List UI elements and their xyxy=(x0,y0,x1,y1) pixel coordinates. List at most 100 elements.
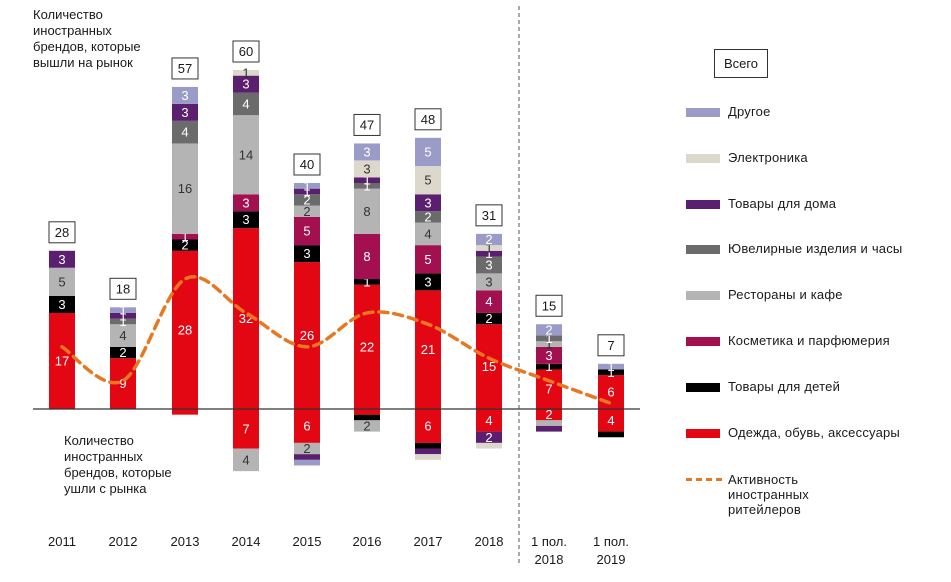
exit-bar-clothing-9 xyxy=(598,409,624,432)
bar-label-kids-7: 2 xyxy=(485,311,492,326)
exit-bar-electronics-6 xyxy=(415,454,441,460)
bar-label-electronics-5: 3 xyxy=(363,161,370,176)
bar-label-kids-9: 1 xyxy=(607,365,614,380)
bar-other-4 xyxy=(294,183,320,189)
bar-label-other-2: 3 xyxy=(181,88,188,103)
exit-bar-home-4 xyxy=(294,454,320,460)
bar-label-jewelry-6: 2 xyxy=(424,209,431,224)
legend-swatch-electronics xyxy=(686,154,720,163)
bar-label-restaurants-0: 5 xyxy=(58,274,65,289)
x-tick-label-1: 2012 xyxy=(109,534,138,549)
bar-label-kids-8: 1 xyxy=(545,359,552,374)
x-tick-label-3: 2014 xyxy=(232,534,261,549)
bar-clothing-5 xyxy=(354,284,380,409)
bar-label-kids-0: 3 xyxy=(58,297,65,312)
exit-bar-clothing-6 xyxy=(415,409,441,443)
bar-kids-0 xyxy=(49,296,75,313)
bar-cosmetics-6 xyxy=(415,245,441,274)
x-tick-label-8: 1 пол. 2018 xyxy=(531,534,567,567)
bar-label-restaurants-4: 2 xyxy=(303,204,310,219)
bar-label-kids-5: 1 xyxy=(363,274,370,289)
bar-label-jewelry-4: 2 xyxy=(303,192,310,207)
exit-bar-kids-9 xyxy=(598,431,624,438)
exit-label-home-7: 2 xyxy=(485,430,492,445)
bar-label-electronics-7: 1 xyxy=(485,240,492,255)
bar-restaurants-0 xyxy=(49,267,75,296)
bar-label-clothing-5: 22 xyxy=(360,339,374,354)
bar-clothing-0 xyxy=(49,312,75,409)
bar-home-1 xyxy=(110,312,136,319)
bar-other-5 xyxy=(354,143,380,161)
bar-clothing-8 xyxy=(536,369,562,409)
bar-cosmetics-8 xyxy=(536,346,562,364)
bar-label-jewelry-2: 4 xyxy=(181,125,188,140)
bar-kids-9 xyxy=(598,369,624,376)
bar-restaurants-3 xyxy=(233,115,259,195)
bar-label-restaurants-6: 4 xyxy=(424,226,431,241)
total-box-4 xyxy=(293,153,321,176)
legend-swatch-restaurants xyxy=(686,291,720,300)
exit-bar-kids-5 xyxy=(354,414,380,421)
bar-label-restaurants-5: 8 xyxy=(363,204,370,219)
bar-jewelry-1 xyxy=(110,318,136,325)
bar-electronics-7 xyxy=(476,245,502,251)
exit-bar-home-8 xyxy=(536,425,562,432)
bar-label-kids-2: 2 xyxy=(181,238,188,253)
bar-home-4 xyxy=(294,188,320,195)
exit-bar-electronics-7 xyxy=(476,442,502,449)
bar-jewelry-6 xyxy=(415,211,441,223)
bar-electronics-3 xyxy=(233,70,259,76)
exit-bar-clothing-5 xyxy=(354,409,380,415)
bar-restaurants-2 xyxy=(172,143,198,234)
bar-label-home-1: 1 xyxy=(119,308,126,323)
legend-swatch-cosmetics xyxy=(686,337,720,346)
bar-electronics-6 xyxy=(415,166,441,195)
bar-label-other-5: 3 xyxy=(363,144,370,159)
legend-label-restaurants: Рестораны и кафе xyxy=(728,287,843,302)
bar-kids-4 xyxy=(294,245,320,263)
legend-label-kids: Товары для детей xyxy=(728,379,841,394)
bar-label-restaurants-7: 3 xyxy=(485,274,492,289)
bar-label-clothing-2: 28 xyxy=(178,322,192,337)
exit-bar-kids-6 xyxy=(415,442,441,449)
total-box-6 xyxy=(414,108,442,131)
bar-label-clothing-6: 21 xyxy=(421,342,435,357)
bar-cosmetics-3 xyxy=(233,194,259,212)
legend-swatch-jewelry xyxy=(686,245,720,254)
bar-label-kids-3: 3 xyxy=(242,212,249,227)
bar-label-kids-4: 3 xyxy=(303,246,310,261)
exit-bar-other-4 xyxy=(294,459,320,466)
exit-label-restaurants-3: 4 xyxy=(242,452,249,467)
bar-kids-6 xyxy=(415,273,441,291)
activity-line xyxy=(60,275,613,406)
bar-label-home-2: 3 xyxy=(181,105,188,120)
bar-label-home-6: 3 xyxy=(424,195,431,210)
bar-label-clothing-3: 32 xyxy=(239,311,253,326)
bar-label-clothing-1: 9 xyxy=(119,376,126,391)
annotation-exited: Количество иностранных брендов, которые … xyxy=(64,433,172,496)
bar-label-home-5: 1 xyxy=(363,173,370,188)
bar-other-1 xyxy=(110,307,136,313)
x-tick-label-4: 2015 xyxy=(293,534,322,549)
total-box-8 xyxy=(535,294,563,317)
bar-kids-5 xyxy=(354,279,380,285)
bar-kids-2 xyxy=(172,239,198,251)
total-label-7: 31 xyxy=(482,208,496,223)
bar-label-restaurants-8: 1 xyxy=(545,337,552,352)
legend-swatch-home xyxy=(686,200,720,209)
legend-swatch-clothing xyxy=(686,429,720,438)
bar-home-2 xyxy=(172,103,198,121)
total-label-8: 15 xyxy=(542,298,556,313)
bar-label-home-7: 1 xyxy=(485,246,492,261)
legend-swatch-kids xyxy=(686,383,720,392)
bar-jewelry-8 xyxy=(536,335,562,342)
bar-other-7 xyxy=(476,233,502,246)
exit-label-clothing-8: 2 xyxy=(545,407,552,422)
total-label-9: 7 xyxy=(607,338,614,353)
bar-jewelry-7 xyxy=(476,256,502,274)
exit-bar-restaurants-3 xyxy=(233,448,259,472)
annotation-entered: Количество иностранных брендов, которые … xyxy=(33,7,141,70)
x-tick-label-5: 2016 xyxy=(353,534,382,549)
legend-label-clothing: Одежда, обувь, аксессуары xyxy=(728,425,900,440)
bar-jewelry-5 xyxy=(354,183,380,189)
